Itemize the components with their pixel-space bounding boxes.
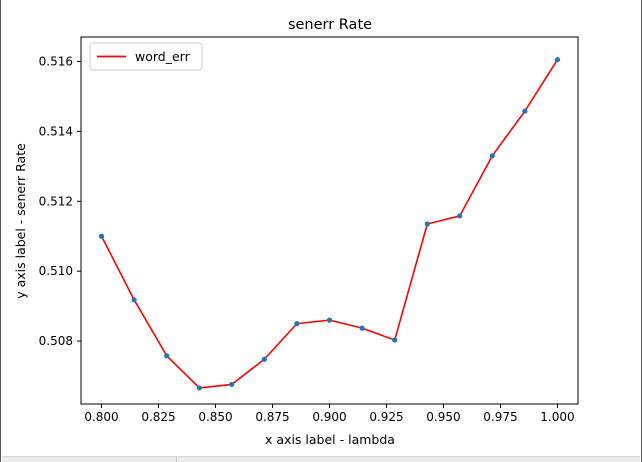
x-tick-label: 0.925 <box>369 410 403 424</box>
y-tick-label: 0.514 <box>39 124 73 138</box>
data-point <box>457 213 463 219</box>
series-points <box>98 57 561 391</box>
data-point <box>359 325 365 331</box>
x-tick-label: 0.900 <box>312 410 346 424</box>
y-axis-label: y axis label - senerr Rate <box>13 143 28 299</box>
data-point <box>164 353 170 359</box>
legend: word_err <box>89 42 203 71</box>
y-tick-label: 0.516 <box>39 54 73 68</box>
x-tick-label: 0.825 <box>141 410 175 424</box>
plot-frame <box>80 36 579 405</box>
x-axis-ticks: 0.800 0.825 0.850 0.875 0.900 0.925 0.950 0.975… <box>84 404 575 424</box>
chart-title: senerr Rate <box>288 17 372 33</box>
data-point <box>229 381 235 388</box>
plot-area <box>81 37 578 404</box>
data-point <box>392 337 398 343</box>
y-tick-label: 0.508 <box>39 334 73 348</box>
x-tick-label: 0.800 <box>84 410 118 424</box>
y-axis-ticks: 0.508 0.510 0.512 0.514 0.516 <box>39 54 81 348</box>
x-tick-label: 0.950 <box>426 410 460 424</box>
x-tick-label: 0.850 <box>198 410 232 424</box>
status-bar <box>2 456 640 462</box>
data-point <box>196 385 202 391</box>
data-point <box>554 57 561 63</box>
data-point <box>131 297 137 303</box>
data-point <box>424 221 430 227</box>
data-point <box>98 233 105 239</box>
status-bar-divider <box>176 457 177 462</box>
legend-label-word-err: word_err <box>135 49 191 64</box>
legend-box <box>89 42 203 71</box>
y-tick-label: 0.512 <box>39 194 73 208</box>
x-tick-label: 1.000 <box>540 410 574 424</box>
data-point <box>294 321 300 327</box>
data-point <box>522 108 528 114</box>
data-point <box>326 317 333 323</box>
data-point <box>261 356 267 362</box>
data-point <box>489 153 495 159</box>
x-axis-label: x axis label - lambda <box>265 432 395 447</box>
y-tick-label: 0.510 <box>39 264 73 278</box>
x-tick-label: 0.975 <box>483 410 517 424</box>
x-tick-label: 0.875 <box>255 410 289 424</box>
